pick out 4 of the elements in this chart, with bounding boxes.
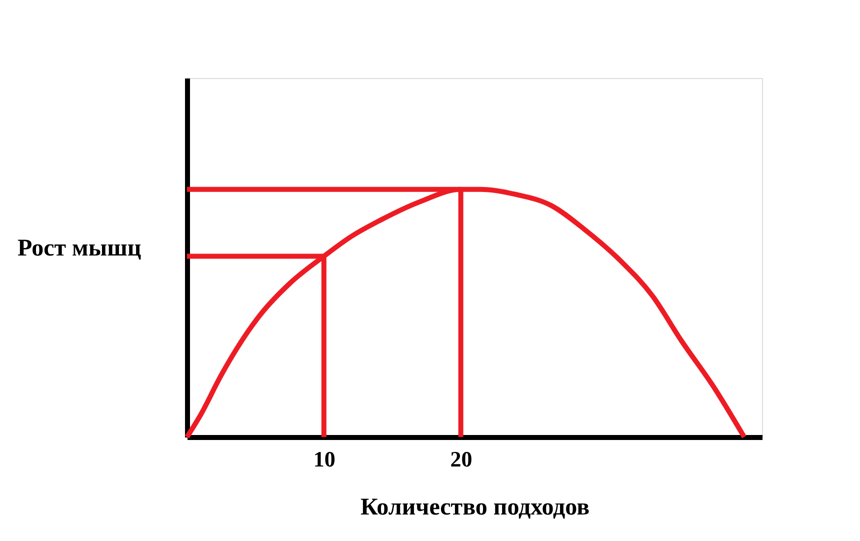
x-tick-label: 10 <box>313 446 336 472</box>
y-axis-title: Рост мышц <box>18 236 142 262</box>
x-tick-label: 20 <box>450 446 472 472</box>
x-axis-title: Количество подходов <box>360 494 590 520</box>
